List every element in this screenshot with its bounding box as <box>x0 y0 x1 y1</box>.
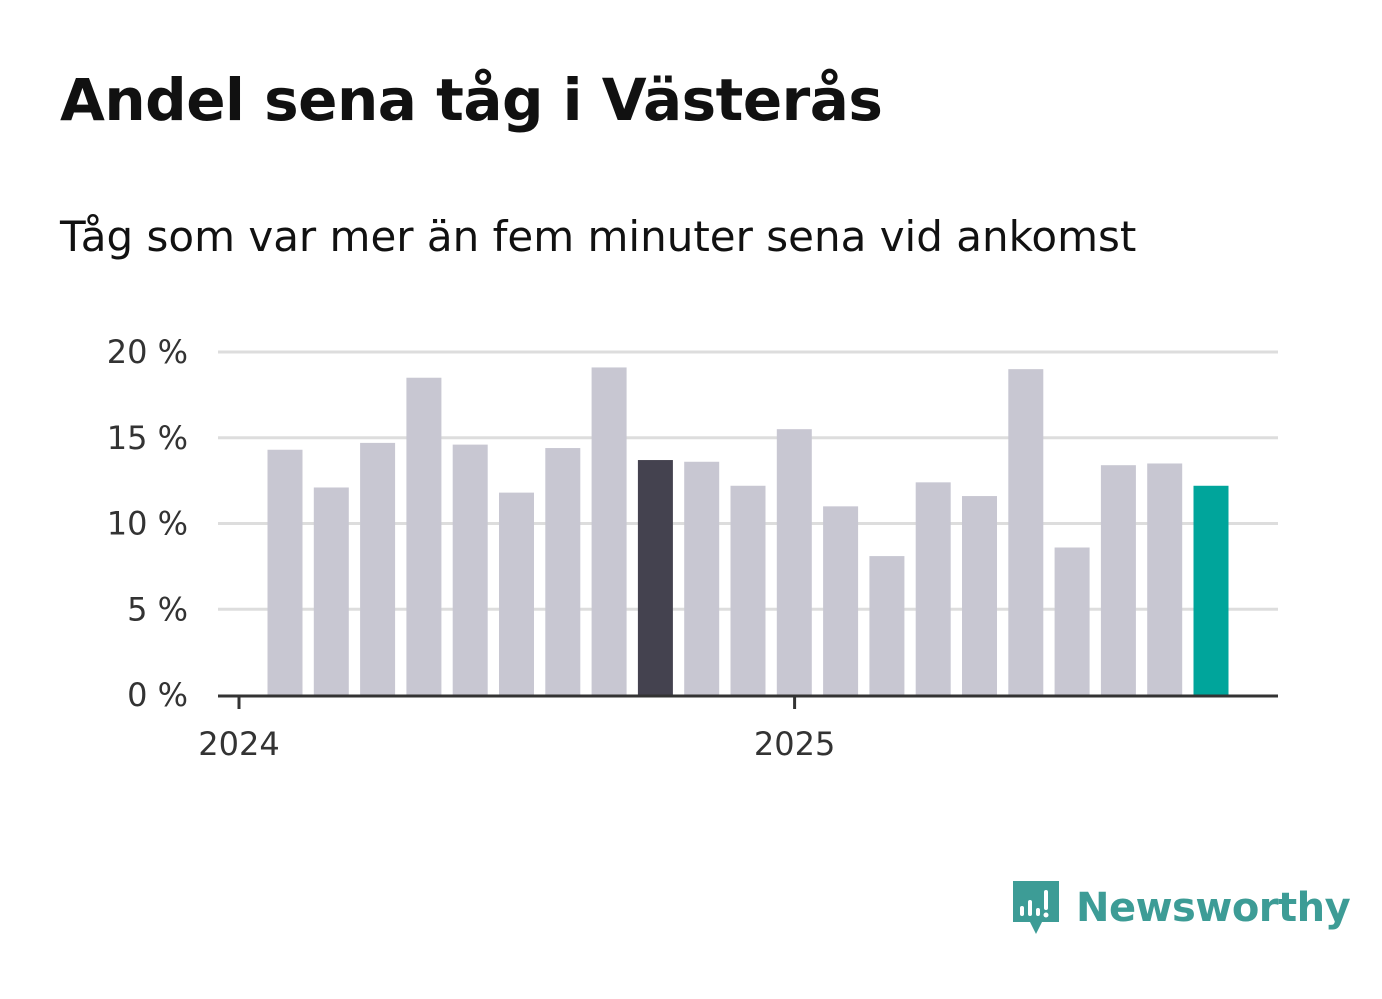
bar-2024-02 <box>313 487 349 695</box>
bar-2025-05 <box>1008 369 1044 695</box>
bar-2024-09 <box>637 460 673 695</box>
bar-2024-11 <box>730 485 766 695</box>
bar-2024-12 <box>776 429 812 695</box>
bar-chart: 0 % 5 % 10 % 15 % 20 % 2024 2025 <box>107 333 1278 763</box>
newsworthy-logo-icon <box>1013 881 1059 934</box>
bar-2024-03 <box>360 442 396 695</box>
bar-2024-05 <box>452 444 488 695</box>
chart-subtitle: Tåg som var mer än fem minuter sena vid … <box>60 212 1137 261</box>
bar-2025-07 <box>1100 465 1136 695</box>
bars <box>267 367 1229 695</box>
newsworthy-logo: Newsworthy <box>1010 878 1351 938</box>
bar-2025-03 <box>915 482 951 695</box>
y-axis-labels: 0 % 5 % 10 % 15 % 20 % <box>107 333 188 714</box>
y-tick-label-5: 5 % <box>127 590 188 628</box>
bar-2024-07 <box>545 448 581 695</box>
brand-name: Newsworthy <box>1076 885 1351 931</box>
y-tick-label-20: 20 % <box>107 333 188 371</box>
chart-title: Andel sena tåg i Västerås <box>60 66 883 134</box>
bar-2025-09 <box>1193 485 1229 695</box>
bar-2024-10 <box>684 461 720 695</box>
bar-2025-04 <box>962 496 997 695</box>
x-axis <box>218 694 1278 709</box>
bar-2024-06 <box>499 492 534 695</box>
y-tick-label-0: 0 % <box>127 676 188 714</box>
bar-2025-01 <box>823 506 859 695</box>
bar-2025-02 <box>869 556 905 695</box>
x-tick-label-2024: 2024 <box>198 725 279 763</box>
bar-2024-01 <box>267 449 303 695</box>
bar-2024-08 <box>591 367 627 695</box>
x-axis-labels: 2024 2025 <box>198 725 835 763</box>
bar-2025-06 <box>1054 547 1090 695</box>
bar-2024-04 <box>406 377 442 695</box>
y-tick-label-15: 15 % <box>107 419 188 457</box>
x-tick-label-2025: 2025 <box>754 725 835 763</box>
y-tick-label-10: 10 % <box>107 505 188 543</box>
bar-2025-08 <box>1147 463 1183 695</box>
